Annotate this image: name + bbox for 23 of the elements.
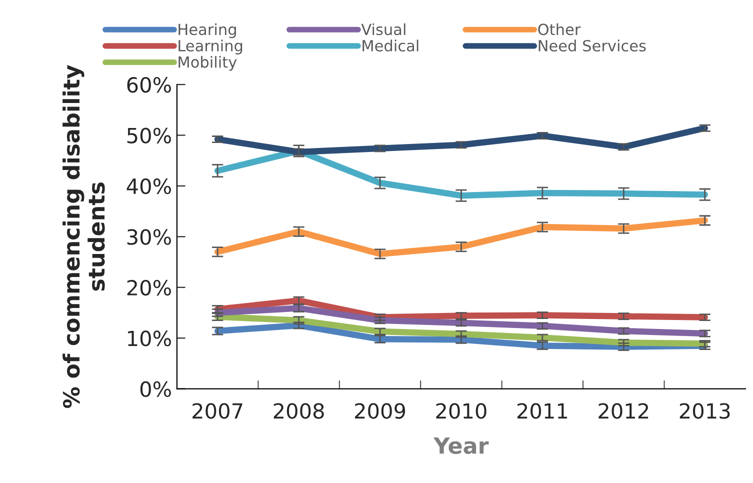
y-axis-title: % of commencing disability students [62,64,105,408]
x-tick-label: 2008 [274,403,324,419]
legend-label: Hearing [178,23,236,38]
y-tick-label: 0% [140,381,171,398]
y-tick-label: 10% [128,330,171,346]
legend-label: Visual [361,23,406,36]
legend-label: Need Services [538,40,646,52]
legend-label: Other [538,23,581,36]
x-tick-label: 2013 [680,403,730,419]
y-tick-label: 60% [127,76,171,93]
y-tick-label: 20% [127,280,171,296]
x-axis-title: Year [433,437,489,454]
legend-label: Mobility [178,56,237,71]
x-tick-label: 2007 [192,403,242,419]
x-tick-label: 2012 [598,403,648,419]
x-tick-label: 2010 [436,403,486,419]
x-tick-label: 2011 [517,403,568,419]
y-tick-label: 50% [127,128,171,144]
y-tick-label: 40% [126,178,171,194]
legend-label: Medical [362,40,418,52]
legend-label: Learning [178,40,242,54]
y-tick-label: 30% [127,229,171,245]
x-tick-label: 2009 [355,403,406,419]
